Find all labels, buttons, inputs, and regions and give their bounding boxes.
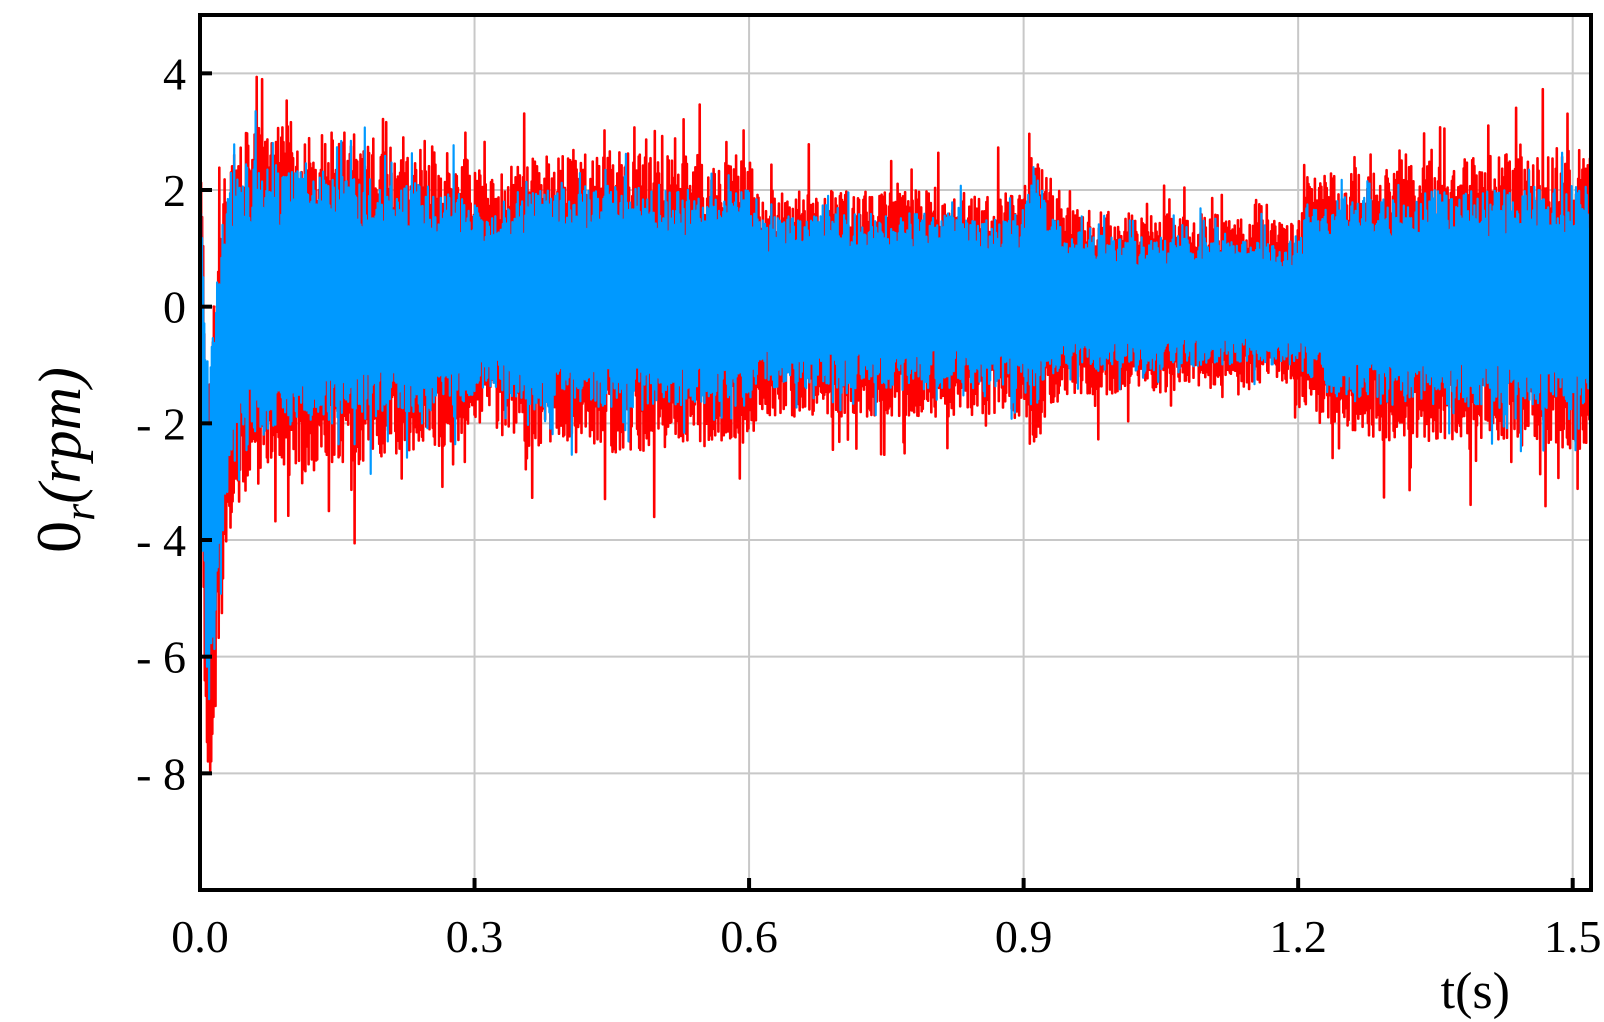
tick-labels: 0.0 0.3 0.6 0.9 1.2 1.5 4 2 0 - 2 - 4 - 6 - 8 xyxy=(136,48,1601,962)
x-tick-label: 1.5 xyxy=(1544,911,1602,962)
x-tick-label: 0.6 xyxy=(720,911,778,962)
x-axis-label: t(s) xyxy=(1441,963,1510,1020)
y-tick-label: 2 xyxy=(163,165,186,216)
y-axis-label-subscript: r xyxy=(55,503,104,521)
x-tick-label: 0.0 xyxy=(171,911,229,962)
x-tick-label: 1.2 xyxy=(1269,911,1327,962)
y-axis-label-unit: (rpm) xyxy=(27,367,93,504)
series-layer xyxy=(198,75,1593,772)
y-tick-label: - 8 xyxy=(136,748,186,799)
x-tick-label: 0.3 xyxy=(446,911,504,962)
series-line-2 xyxy=(198,110,1593,701)
axis-ticks xyxy=(198,71,1575,890)
y-tick-label: 0 xyxy=(163,282,186,333)
plot-frame xyxy=(198,13,1593,892)
y-axis-label: 0r(rpm) xyxy=(23,367,104,553)
y-tick-label: - 6 xyxy=(136,632,186,683)
y-tick-label: - 2 xyxy=(136,398,186,449)
y-axis-label-main: 0 xyxy=(23,521,94,553)
x-tick-label: 0.9 xyxy=(995,911,1053,962)
y-tick-label: 4 xyxy=(163,48,186,99)
y-tick-label: - 4 xyxy=(136,515,186,566)
